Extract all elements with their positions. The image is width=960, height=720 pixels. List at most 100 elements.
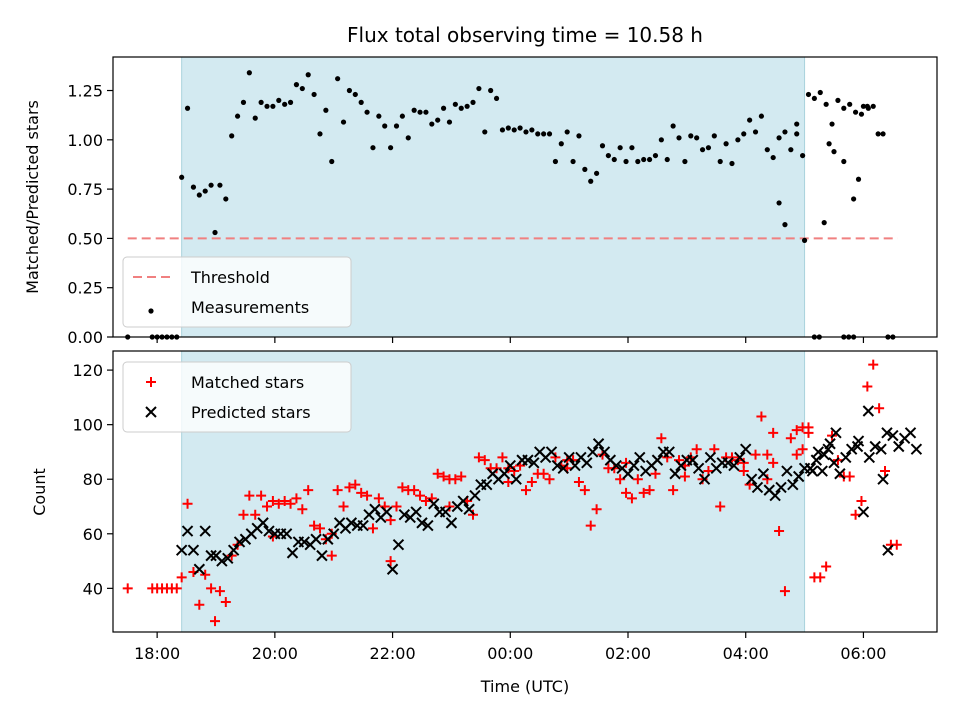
predicted-star-point [263,525,275,537]
matched-star-point [797,444,808,455]
predicted-star-point [380,506,393,518]
matched-star-point [450,474,461,485]
predicted-star-point [816,465,828,477]
measurement-point [440,105,447,111]
measurement-point [196,192,202,198]
predicted-star-point [806,465,819,477]
matched-star-point [273,498,284,509]
matched-star-point [715,501,726,512]
y-tick-label: 60 [83,525,103,544]
predicted-star-point [222,552,234,565]
matched-star-point [176,572,187,583]
y-tick-label: 1.00 [67,131,103,150]
measurement-point [794,121,800,127]
measurement-point [723,141,729,147]
matched-star-point [397,482,408,493]
matched-star-point [856,496,867,507]
bottom-panel: 40 60 80 100 120 18:00 20:00 22:00 00:00 02:00 04:… [72,350,938,663]
matched-star-point [420,496,431,507]
measurement-point [823,101,829,107]
measurement-point [776,200,782,206]
matched-star-point [621,487,632,498]
measurement-point [190,184,197,190]
predicted-star-point [840,451,852,464]
predicted-star-point [345,517,358,529]
measurement-point [788,147,794,153]
matched-star-point [874,403,885,414]
predicted-star-point [481,478,493,491]
measurement-point [652,152,659,159]
predicted-star-point [510,473,522,485]
predicted-star-point [286,547,299,559]
predicted-star-point [704,451,717,464]
measurement-point [599,143,606,149]
predicted-star-point [628,459,640,472]
measurement-point [517,125,523,131]
measurement-point [729,160,735,167]
matched-star-point [385,556,396,567]
predicted-star-point [781,465,793,477]
matched-star-point [656,433,667,444]
y-tick-label: 0.25 [67,279,103,298]
measurement-point [552,158,559,165]
matched-star-point [573,476,584,487]
predicted-star-point [586,446,599,458]
predicted-star-point [740,443,752,455]
predicted-star-point [893,440,905,453]
matched-star-point [668,485,679,496]
predicted-star-point [545,446,558,458]
measurement-point [611,156,617,163]
matched-star-point [326,550,337,561]
x-tick-label: 20:00 [252,644,298,663]
predicted-star-point [669,468,681,480]
measurement-point [499,127,506,133]
predicted-star-point [887,429,899,442]
predicted-star-point [557,462,569,475]
measurement-point [641,156,647,163]
matched-star-point [785,433,796,444]
matched-star-point [432,468,443,479]
measurement-point [764,147,770,153]
matched-star-point [756,411,767,422]
matched-star-point [632,474,643,485]
predicted-star-point [787,478,799,491]
measurement-point [352,91,358,98]
measurement-point [735,137,741,143]
measurement-point [699,147,706,153]
matched-star-point [194,599,205,610]
matched-star-point [210,616,221,627]
x-tick-label: 02:00 [605,644,651,663]
measurement-point [464,103,470,109]
matched-star-point [200,569,211,580]
measurement-point [511,127,517,133]
measurement-point [252,115,258,121]
matched-star-point [621,457,632,468]
matched-star-point [880,466,891,477]
matched-star-point [862,381,873,392]
matched-star-point [538,468,549,479]
measurement-point [184,105,191,111]
matched-star-point [214,586,225,597]
predicted-star-point [852,435,865,447]
measurement-point [287,99,294,105]
matched-star-point [868,359,879,370]
matched-star-point [244,490,255,501]
matched-star-point [779,586,790,597]
predicted-star-point [881,427,893,439]
matched-star-point [250,509,261,520]
predicted-star-point [828,457,840,469]
predicted-star-point [563,451,575,464]
measurement-point [208,182,214,188]
measurement-point [264,103,270,109]
predicted-star-point [175,544,188,556]
matched-star-point [585,520,596,531]
matched-star-point [750,449,761,460]
predicted-star-point [233,536,246,548]
measurement-point [246,70,252,76]
measurement-point [794,131,800,137]
measurement-point [429,121,435,127]
measurement-point [635,158,641,165]
predicted-star-point [422,519,434,532]
predicted-star-point [863,451,876,464]
measurement-point [299,85,305,92]
